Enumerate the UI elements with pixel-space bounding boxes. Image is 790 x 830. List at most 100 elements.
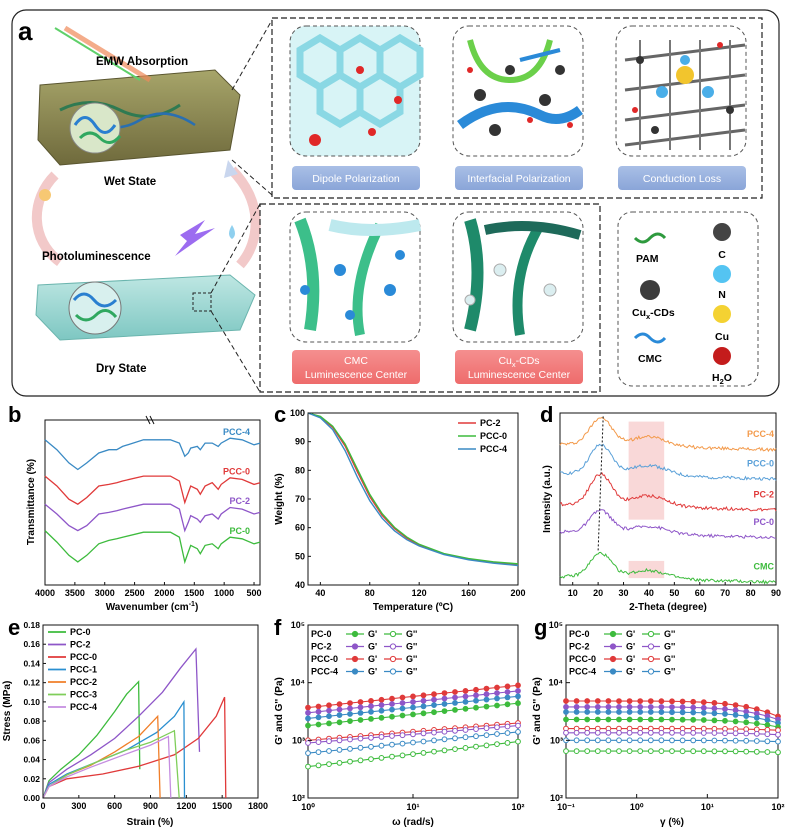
chart-b-series-label: PC-0: [229, 526, 250, 536]
chart-f-point: [336, 712, 343, 718]
chart-f-point: [494, 690, 500, 696]
chart-f-point: [473, 733, 479, 740]
dipole-polarization-card: [289, 25, 424, 157]
chart-f-point: [378, 734, 385, 740]
chart-d-series-pc-2: [559, 471, 777, 512]
chart-b-axes: [44, 419, 261, 586]
chart-f-xtick-label: 10⁰: [301, 802, 315, 812]
chart-g-point: [573, 704, 580, 710]
legend-pam: PAM: [636, 253, 659, 265]
chart-g-xtick-label: 10⁻¹: [557, 802, 575, 812]
chart-b-xtick-label: 2000: [154, 588, 174, 598]
chart-g-point: [594, 729, 601, 736]
chart-g-point: [658, 716, 665, 723]
chart-g-point: [679, 709, 686, 716]
chart-e-xtick-label: 300: [71, 801, 86, 811]
chart-f-legend-marker: [389, 655, 397, 663]
chart-e-ytick-label: 0.08: [23, 716, 40, 726]
chart-g-legend-marker: [647, 643, 655, 650]
chart-g-point: [722, 711, 728, 717]
chart-g-point: [658, 698, 665, 705]
chart-e-series-pcc-0: [42, 696, 227, 799]
chart-g-point: [669, 716, 675, 723]
chart-d-series-pc-0: [559, 509, 777, 540]
chart-f-point: [347, 736, 353, 743]
photoluminescence-label: Photoluminescence: [42, 251, 151, 263]
chart-f-point: [399, 712, 406, 719]
chart-g-point: [764, 731, 771, 738]
chart-g-point: [764, 717, 771, 723]
chart-g-point: [732, 702, 739, 708]
chart-g-point: [743, 713, 750, 719]
chart-f-point: [378, 696, 385, 703]
chart-d-xtick-label: 90: [771, 588, 781, 598]
connector-top-1: [231, 19, 273, 91]
chart-g-letter: g: [534, 615, 547, 640]
chart-f-point: [420, 703, 427, 710]
chart-f-point: [305, 722, 311, 729]
chart-g-point: [616, 737, 622, 744]
cudots-luminescence-line2: Luminescence Center: [468, 369, 571, 381]
chart-e-series-pc-2: [42, 647, 201, 799]
chart-g-point: [764, 722, 771, 728]
chart-g-point: [637, 748, 644, 755]
chart-c-series-pcc-4: [307, 412, 519, 567]
chart-g-amplitude-sweep: g 10⁻¹ 10⁰ 10¹ 10² 10² 10³ 10⁴ 10⁵ PC-0 G' G'' PC-…: [532, 615, 785, 828]
chart-e-xtick-label: 1200: [176, 801, 196, 811]
legend-cu: Cu: [715, 331, 729, 343]
conduction-loss-label: Conduction Loss: [643, 173, 721, 185]
chart-d-xtick-label: 60: [695, 588, 705, 598]
chart-g-legend-marker: [647, 655, 655, 663]
chart-f-point: [462, 693, 469, 700]
chart-g-point: [700, 748, 707, 755]
chart-c-ytick-label: 40: [295, 580, 305, 590]
chart-f-point: [410, 731, 416, 738]
legend-cudots: Cux-CDs: [632, 307, 675, 321]
chart-f-point: [378, 742, 385, 749]
chart-e-tensile: e 0 300 600 900 1200 1500 1800 0.00 0.02 0.04 0.06…: [2, 615, 268, 828]
chart-b-xtick-label: 4000: [35, 588, 55, 598]
chart-g-point: [690, 716, 697, 723]
chart-c-legend-label: PC-2: [480, 418, 501, 428]
chart-c-xtick-label: 40: [315, 588, 325, 598]
chart-g-point: [690, 730, 697, 736]
chart-b-series-label: PCC-4: [223, 427, 250, 437]
cycle-arrow-right: [228, 166, 261, 269]
chart-g-point: [764, 749, 771, 755]
cycle-arrow-left: [31, 171, 64, 267]
chart-f-point: [389, 695, 395, 702]
chart-f-point: [389, 733, 395, 739]
chart-f-point: [368, 716, 374, 722]
chart-f-point: [483, 696, 490, 703]
chart-f-point: [441, 728, 448, 735]
chart-g-point: [594, 737, 601, 744]
chart-f-point: [420, 750, 427, 756]
chart-g-point: [626, 716, 633, 723]
chart-f-point: [305, 763, 311, 770]
chart-g-point: [764, 738, 771, 745]
chart-g-point: [563, 704, 569, 710]
connector-bottom-1: [210, 203, 261, 294]
chart-g-point: [573, 709, 580, 715]
chart-g-point: [722, 717, 728, 724]
chart-d-letter: d: [540, 402, 553, 427]
chart-b-xtick-label: 3500: [65, 588, 85, 598]
chart-g-point: [743, 737, 750, 744]
chart-g-point: [594, 716, 601, 723]
chart-g-point: [647, 737, 654, 744]
chart-f-point: [515, 700, 521, 707]
chart-e-legend-label: PCC-0: [70, 652, 97, 662]
chart-f-point: [368, 756, 374, 763]
chart-f-point: [378, 755, 385, 761]
chart-d-series-pcc-0: [559, 443, 777, 481]
chart-f-point: [494, 741, 500, 748]
chart-f-point: [315, 739, 322, 745]
chart-f-point: [326, 707, 332, 714]
chart-g-point: [616, 716, 622, 723]
chart-e-xtick-label: 1500: [212, 801, 232, 811]
chart-b-xlabel: Wavenumber (cm-1): [106, 601, 199, 613]
chart-f-point: [399, 700, 406, 706]
chart-f-point: [378, 707, 385, 714]
chart-c-ytick-label: 100: [290, 408, 305, 418]
chart-g-point: [753, 714, 760, 721]
